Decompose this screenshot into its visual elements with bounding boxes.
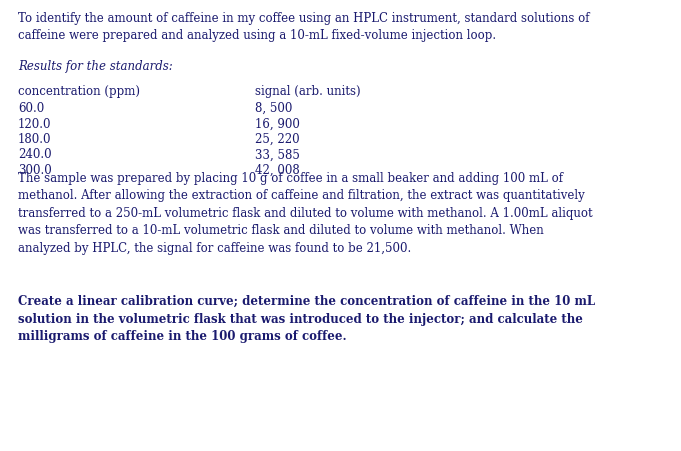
Text: 25, 220: 25, 220 xyxy=(255,133,300,146)
Text: 180.0: 180.0 xyxy=(18,133,52,146)
Text: concentration (ppm): concentration (ppm) xyxy=(18,85,140,98)
Text: 300.0: 300.0 xyxy=(18,164,52,177)
Text: 16, 900: 16, 900 xyxy=(255,118,300,130)
Text: Create a linear calibration curve; determine the concentration of caffeine in th: Create a linear calibration curve; deter… xyxy=(18,295,595,343)
Text: 42, 008: 42, 008 xyxy=(255,164,300,177)
Text: 120.0: 120.0 xyxy=(18,118,52,130)
Text: signal (arb. units): signal (arb. units) xyxy=(255,85,361,98)
Text: 240.0: 240.0 xyxy=(18,148,52,161)
Text: Results for the standards:: Results for the standards: xyxy=(18,60,173,73)
Text: 60.0: 60.0 xyxy=(18,102,44,115)
Text: 8, 500: 8, 500 xyxy=(255,102,292,115)
Text: 33, 585: 33, 585 xyxy=(255,148,300,161)
Text: The sample was prepared by placing 10 g of coffee in a small beaker and adding 1: The sample was prepared by placing 10 g … xyxy=(18,172,592,255)
Text: To identify the amount of caffeine in my coffee using an HPLC instrument, standa: To identify the amount of caffeine in my… xyxy=(18,12,590,42)
